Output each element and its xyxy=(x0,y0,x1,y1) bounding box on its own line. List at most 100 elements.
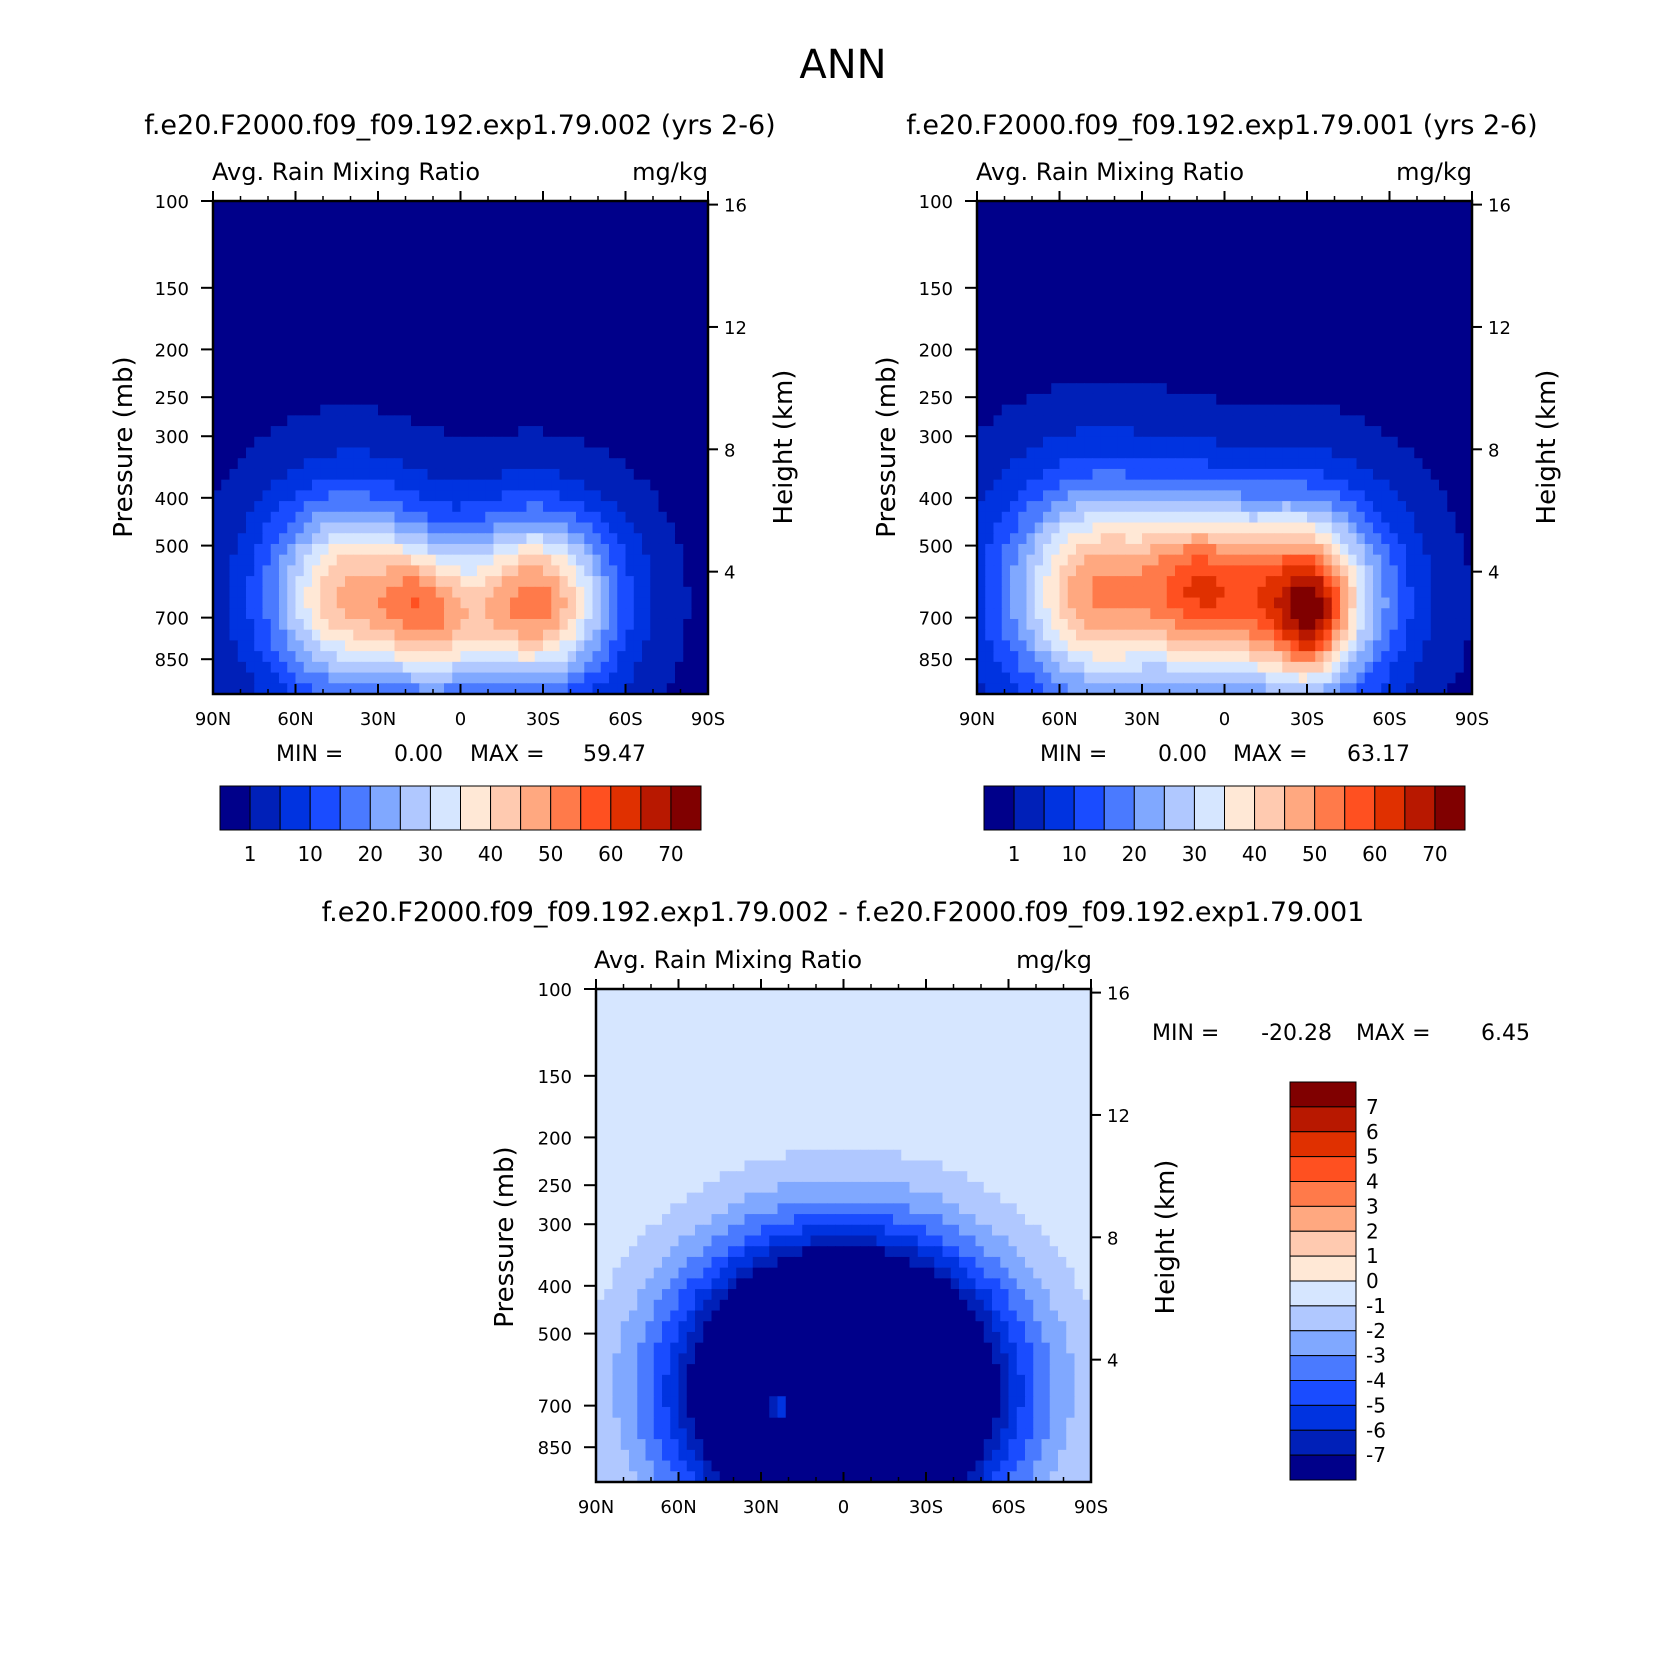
panel-1-left-string: Avg. Rain Mixing Ratio xyxy=(212,158,480,186)
field-cell xyxy=(1026,318,1036,331)
field-cell xyxy=(444,490,453,502)
field-cell xyxy=(427,629,437,642)
field-cell xyxy=(543,426,552,438)
field-cell xyxy=(1117,393,1127,406)
field-cell xyxy=(411,501,420,513)
field-cell xyxy=(411,640,420,652)
field-cell xyxy=(518,672,528,684)
field-cell xyxy=(427,308,437,320)
field-cell xyxy=(650,436,660,449)
field-cell xyxy=(1100,351,1110,363)
field-cell xyxy=(361,361,371,374)
field-cell xyxy=(1249,351,1259,363)
field-cell xyxy=(213,297,222,309)
field-cell xyxy=(1117,533,1127,545)
field-cell xyxy=(1232,254,1242,266)
field-cell xyxy=(320,501,330,513)
field-cell xyxy=(411,522,420,534)
field-cell xyxy=(1117,458,1127,470)
field-cell xyxy=(444,672,453,684)
field-cell xyxy=(213,651,222,663)
field-cell xyxy=(353,479,363,491)
field-cell xyxy=(1414,254,1424,266)
field-cell xyxy=(1010,426,1019,438)
field-cell xyxy=(328,586,338,599)
field-cell xyxy=(303,329,313,341)
field-cell xyxy=(584,640,594,652)
field-cell xyxy=(584,426,594,438)
field-cell xyxy=(683,286,693,299)
field-cell xyxy=(468,511,478,524)
field-cell xyxy=(328,372,338,384)
field-cell xyxy=(1439,447,1448,459)
field-cell xyxy=(625,554,635,566)
field-cell xyxy=(666,683,676,695)
field-cell xyxy=(361,276,371,288)
field-cell xyxy=(221,351,231,363)
field-cell xyxy=(1282,254,1292,266)
field-cell xyxy=(402,372,412,384)
field-cell xyxy=(543,308,552,320)
field-cell xyxy=(485,458,495,470)
field-cell xyxy=(1430,329,1440,341)
field-cell xyxy=(993,383,1003,395)
field-cell xyxy=(1356,565,1366,577)
field-cell xyxy=(1447,351,1457,363)
field-cell xyxy=(1282,458,1292,470)
field-cell xyxy=(1076,565,1085,577)
field-cell xyxy=(518,468,528,481)
field-cell xyxy=(1034,201,1044,213)
field-cell xyxy=(518,329,528,341)
field-cell xyxy=(435,533,445,545)
field-cell xyxy=(1067,201,1077,213)
field-cell xyxy=(1158,340,1168,352)
field-cell xyxy=(526,201,536,213)
field-cell xyxy=(336,393,346,406)
field-cell xyxy=(551,383,561,395)
field-cell xyxy=(1282,233,1292,245)
field-cell xyxy=(617,372,627,384)
field-cell xyxy=(229,565,239,577)
field-cell xyxy=(1257,565,1267,577)
field-cell xyxy=(386,479,396,491)
field-cell xyxy=(1199,308,1209,320)
field-cell xyxy=(1125,383,1135,395)
field-cell xyxy=(1430,436,1440,449)
field-cell xyxy=(369,426,379,438)
field-cell xyxy=(559,629,569,642)
field-cell xyxy=(691,436,701,449)
field-cell xyxy=(1076,393,1085,406)
field-cell xyxy=(287,651,297,663)
field-cell xyxy=(1208,318,1217,331)
field-cell xyxy=(1265,490,1275,502)
field-cell xyxy=(386,672,396,684)
field-cell xyxy=(1059,554,1069,566)
field-cell xyxy=(592,576,602,588)
field-cell xyxy=(312,404,321,416)
field-cell xyxy=(1381,501,1391,513)
field-cell xyxy=(1265,222,1275,234)
field-cell xyxy=(287,436,297,449)
field-cell xyxy=(237,533,247,545)
field-cell xyxy=(328,415,338,427)
field-cell xyxy=(625,661,635,674)
field-cell xyxy=(551,511,561,524)
field-cell xyxy=(1348,318,1358,331)
field-cell xyxy=(369,436,379,449)
field-cell xyxy=(534,233,544,245)
field-cell xyxy=(1406,415,1415,427)
field-cell xyxy=(361,501,371,513)
field-cell xyxy=(1001,211,1011,224)
field-cell xyxy=(262,608,272,620)
field-cell xyxy=(493,586,503,599)
field-cell xyxy=(617,640,627,652)
field-cell xyxy=(444,543,453,556)
field-cell xyxy=(1340,243,1349,256)
field-cell xyxy=(336,254,346,266)
field-cell xyxy=(609,404,618,416)
field-cell xyxy=(985,201,995,213)
field-cell xyxy=(1397,490,1407,502)
field-cell xyxy=(1133,404,1143,416)
field-cell xyxy=(237,501,247,513)
field-cell xyxy=(295,211,305,224)
